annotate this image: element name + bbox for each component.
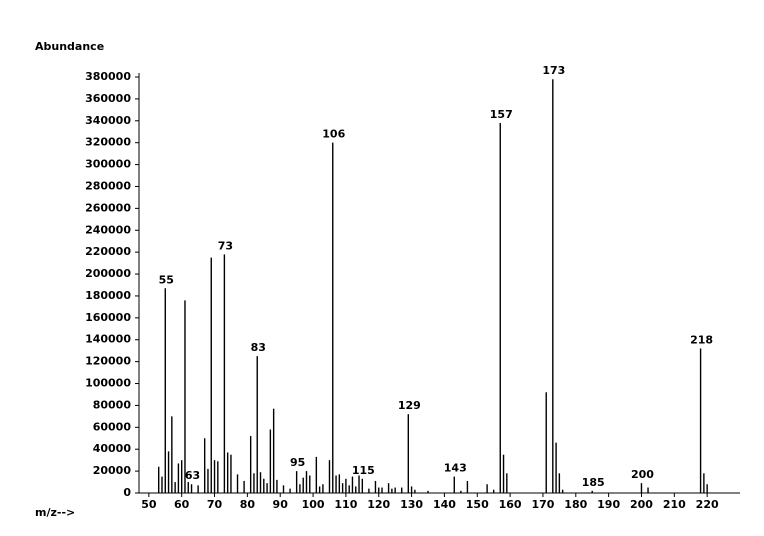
x-tick-label: 200 — [630, 498, 653, 511]
y-tick-label: 340000 — [85, 114, 131, 127]
peak-label: 115 — [352, 464, 375, 477]
x-tick-label: 170 — [531, 498, 554, 511]
y-tick-label: 40000 — [93, 442, 132, 455]
peak-label: 157 — [490, 108, 513, 121]
peak-label: 173 — [542, 64, 565, 77]
y-tick-label: 0 — [123, 486, 131, 499]
y-tick-label: 80000 — [93, 398, 132, 411]
x-tick-label: 60 — [174, 498, 190, 511]
y-tick-label: 380000 — [85, 70, 131, 83]
y-axis-label: Abundance — [35, 40, 104, 53]
y-tick-label: 140000 — [85, 333, 131, 346]
peak-label: 63 — [185, 469, 200, 482]
peak-label: 185 — [582, 476, 605, 489]
y-tick-label: 260000 — [85, 201, 131, 214]
y-tick-label: 240000 — [85, 223, 131, 236]
peak-label: 55 — [159, 273, 174, 286]
y-tick-label: 20000 — [93, 464, 132, 477]
x-tick-label: 190 — [597, 498, 620, 511]
x-tick-label: 70 — [207, 498, 223, 511]
y-tick-label: 120000 — [85, 355, 131, 368]
x-tick-label: 80 — [240, 498, 256, 511]
y-tick-label: 160000 — [85, 311, 131, 324]
y-tick-label: 280000 — [85, 179, 131, 192]
y-tick-label: 60000 — [93, 420, 132, 433]
x-tick-label: 150 — [466, 498, 489, 511]
x-tick-label: 140 — [433, 498, 456, 511]
y-tick-label: 200000 — [85, 267, 131, 280]
x-tick-label: 110 — [334, 498, 357, 511]
x-tick-label: 210 — [663, 498, 686, 511]
y-tick-label: 320000 — [85, 136, 131, 149]
x-tick-label: 130 — [400, 498, 423, 511]
y-tick-label: 220000 — [85, 245, 131, 258]
peak-label: 218 — [690, 333, 713, 346]
y-tick-label: 180000 — [85, 289, 131, 302]
y-tick-label: 300000 — [85, 158, 131, 171]
peak-label: 83 — [251, 341, 266, 354]
x-axis-label: m/z--> — [35, 506, 75, 519]
peak-label: 200 — [631, 468, 654, 481]
peak-label: 73 — [218, 239, 233, 252]
x-tick-label: 160 — [499, 498, 522, 511]
peak-label: 129 — [398, 399, 421, 412]
x-tick-label: 100 — [302, 498, 325, 511]
peak-label: 106 — [322, 128, 345, 141]
peak-label: 143 — [444, 462, 467, 475]
x-tick-label: 220 — [696, 498, 719, 511]
x-tick-label: 180 — [564, 498, 587, 511]
x-tick-label: 90 — [273, 498, 289, 511]
y-tick-label: 360000 — [85, 92, 131, 105]
x-tick-label: 50 — [141, 498, 157, 511]
x-tick-label: 120 — [367, 498, 390, 511]
y-tick-label: 100000 — [85, 377, 131, 390]
peak-label: 95 — [290, 456, 305, 469]
